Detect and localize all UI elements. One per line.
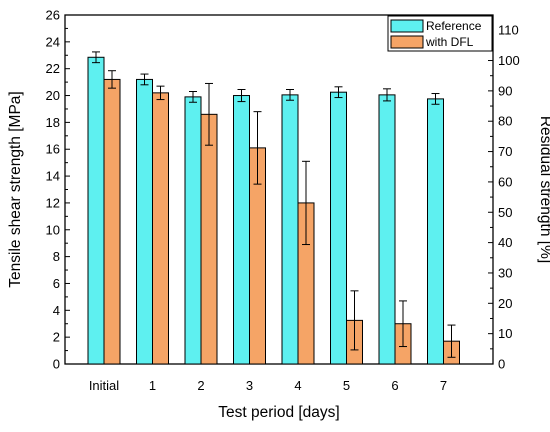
bar-with-dfl	[103, 78, 121, 365]
x-tick-label: 1	[149, 378, 156, 393]
y2-tick-label: 80	[498, 114, 512, 129]
bar-reference	[330, 91, 347, 365]
bar-reference	[427, 98, 444, 365]
x-axis-title: Test period [days]	[218, 404, 339, 421]
x-tick-label: Initial	[89, 378, 119, 393]
legend-label-reference: Reference	[426, 19, 482, 33]
legend-swatch-reference	[390, 19, 424, 33]
y2-tick-label: 70	[498, 144, 512, 159]
y2-tick-label: 100	[498, 53, 520, 68]
bar-reference	[87, 56, 105, 365]
y2-tick-label: 10	[498, 326, 512, 341]
y-axis-title: Tensile shear strength [MPa]	[7, 91, 24, 287]
legend: Reference with DFL	[387, 15, 493, 52]
bar-reference	[184, 96, 202, 365]
bar-with-dfl	[200, 113, 218, 365]
legend-swatch-with-dfl	[390, 35, 424, 49]
y-tick-label: 24	[46, 34, 60, 49]
y2-tick-label: 50	[498, 205, 512, 220]
y-tick-label: 14	[46, 169, 60, 184]
x-tick-label: 6	[391, 378, 398, 393]
y-tick-label: 4	[53, 303, 60, 318]
bar-reference	[378, 94, 396, 365]
plot-area	[64, 14, 494, 365]
y-tick-label: 10	[46, 222, 60, 237]
y-tick-label: 16	[46, 142, 60, 157]
y2-tick-label: 30	[498, 265, 512, 280]
x-tick-label: 4	[294, 378, 301, 393]
bar-reference	[136, 78, 153, 365]
y-tick-label: 8	[53, 249, 60, 264]
y-tick-label: 12	[46, 195, 60, 210]
bar-with-dfl	[152, 92, 169, 365]
y-tick-label: 0	[53, 357, 60, 372]
y2-tick-label: 20	[498, 296, 512, 311]
y2-tick-label: 90	[498, 83, 512, 98]
x-axis: Initial 1 2 3 4 5 6 7	[89, 359, 447, 393]
bars-layer	[87, 56, 460, 365]
x-tick-label: 7	[440, 378, 447, 393]
y2-tick-label: 40	[498, 235, 512, 250]
x-tick-label: 5	[343, 378, 350, 393]
y-tick-label: 22	[46, 61, 60, 76]
bar-reference	[281, 94, 299, 365]
bar-reference	[233, 95, 250, 365]
x-tick-label: 3	[246, 378, 253, 393]
y-tick-label: 2	[53, 330, 60, 345]
y-tick-label: 18	[46, 115, 60, 130]
y2-axis-title: Residual strength [%]	[537, 116, 550, 263]
y2-tick-label: 60	[498, 174, 512, 189]
legend-label-with-dfl: with DFL	[425, 35, 474, 49]
error-bars-layer	[92, 51, 456, 358]
y-tick-label: 6	[53, 276, 60, 291]
right-axis: 0 10 20 30 40 50 60 70 80 90 100 110	[488, 14, 520, 372]
y-tick-label: 26	[46, 8, 60, 23]
x-tick-label: 2	[197, 378, 204, 393]
y2-tick-label: 0	[498, 357, 505, 372]
y-tick-label: 20	[46, 88, 60, 103]
y2-tick-label: 110	[498, 23, 519, 38]
